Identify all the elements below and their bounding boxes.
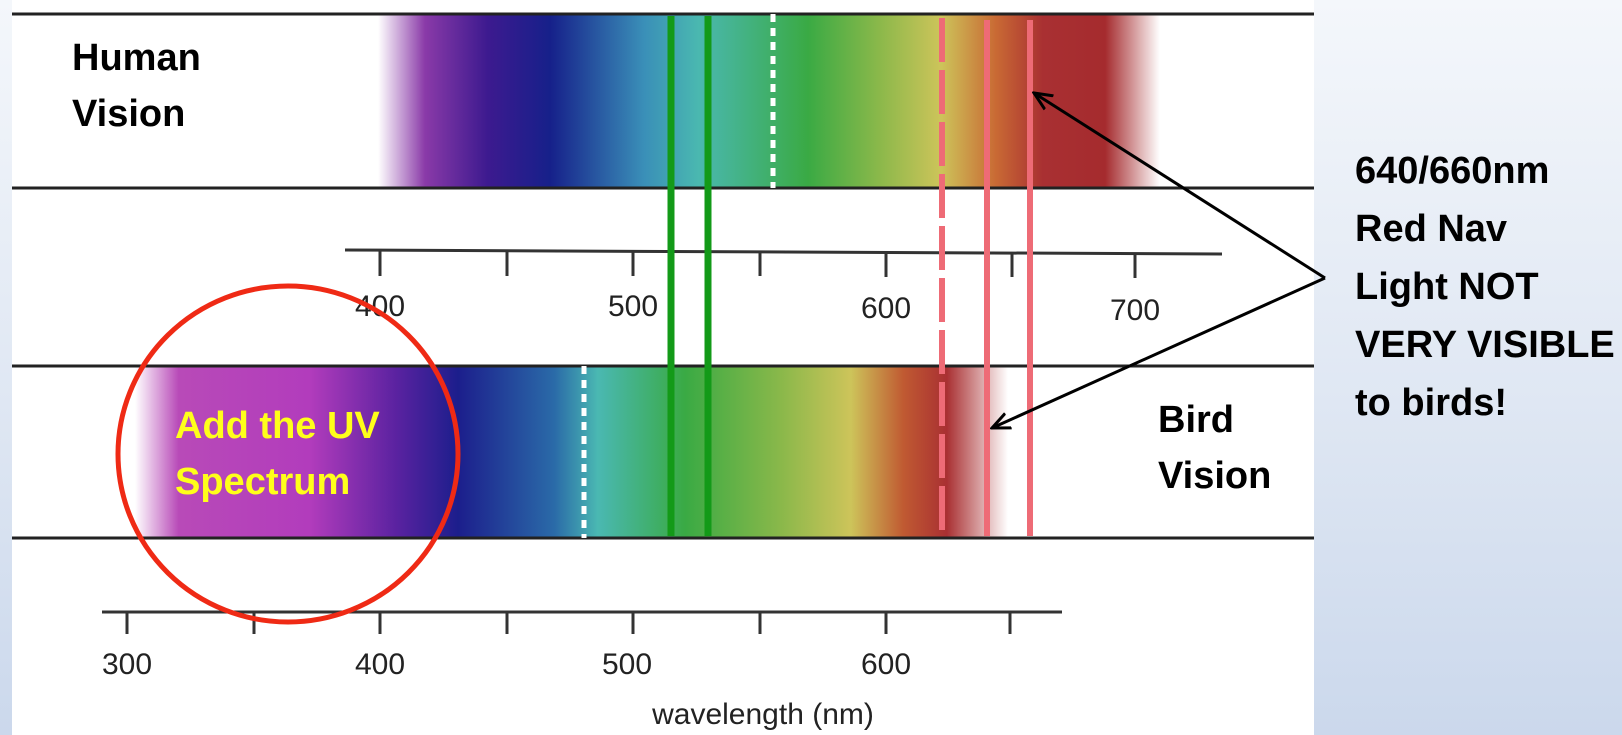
callout-arrows bbox=[992, 93, 1326, 428]
top-tick-label: 500 bbox=[608, 290, 658, 323]
top-tick-label: 700 bbox=[1110, 294, 1160, 327]
human-spectrum-band bbox=[378, 14, 1160, 188]
bird-spectrum-band bbox=[135, 366, 1008, 538]
axis-title: wavelength (nm) bbox=[651, 698, 874, 731]
red-nav-light-note: 640/660nm Red Nav Light NOT VERY VISIBLE… bbox=[1355, 150, 1615, 424]
bottom-tick-label: 500 bbox=[602, 648, 652, 681]
top-tick-label: 600 bbox=[861, 292, 911, 325]
bottom-tick-label: 600 bbox=[861, 648, 911, 681]
uv-spectrum-callout: Add the UV Spectrum bbox=[175, 405, 380, 503]
bottom-tick-label: 400 bbox=[355, 648, 405, 681]
uv-circle bbox=[115, 283, 461, 625]
bottom-tick-label: 300 bbox=[102, 648, 152, 681]
bird-vision-label: Bird Vision bbox=[1158, 399, 1272, 497]
top-tick-label: 400 bbox=[355, 290, 405, 323]
bottom-axis: 300 400 500 600 wavelength (nm) bbox=[102, 610, 1062, 731]
top-axis: 400 500 600 700 bbox=[344, 248, 1223, 327]
human-vision-label: Human Vision bbox=[72, 37, 201, 135]
